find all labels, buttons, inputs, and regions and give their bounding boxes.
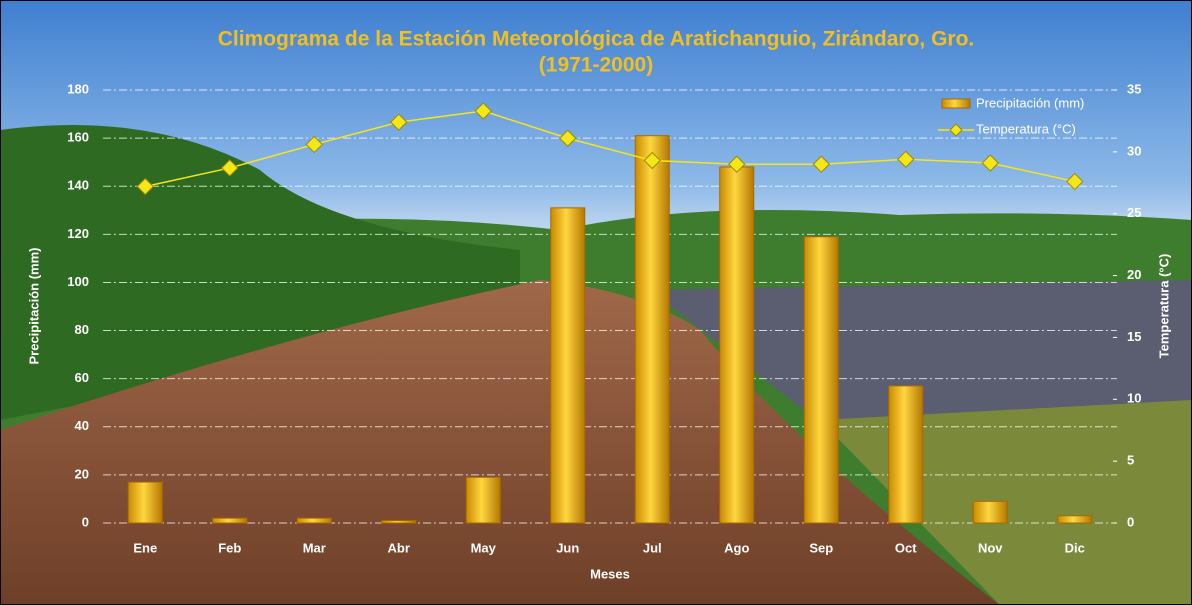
bar	[972, 500, 1008, 524]
y-tick-label: 100	[67, 274, 89, 289]
marker	[136, 177, 154, 196]
legend-label: Precipitación (mm)	[976, 95, 1084, 110]
y-tick-label: 140	[67, 178, 89, 193]
bar	[888, 385, 924, 524]
bar	[1057, 515, 1093, 524]
bar	[719, 166, 755, 524]
bar	[212, 517, 248, 524]
x-tick-label: Jul	[643, 540, 662, 555]
x-axis-label: Meses	[590, 566, 630, 581]
x-tick-label: Oct	[895, 540, 917, 555]
y2-tick-label: 0	[1127, 514, 1134, 529]
marker	[559, 129, 577, 147]
marker	[221, 159, 239, 177]
marker	[728, 155, 746, 173]
x-tick-label: Ago	[724, 540, 749, 555]
marker	[1066, 172, 1084, 191]
bar	[550, 207, 586, 524]
bar	[381, 520, 417, 524]
bar	[803, 236, 839, 524]
y-tick-label: 60	[75, 370, 89, 385]
chart-title: Climograma de la Estación Meteorológica …	[218, 28, 975, 51]
y-tick-label: 40	[75, 418, 89, 433]
y2-tick-label: 35	[1127, 81, 1141, 96]
marker	[897, 150, 915, 168]
marker	[390, 113, 408, 131]
marker	[305, 135, 323, 154]
x-tick-label: Sep	[809, 540, 833, 555]
bar	[465, 476, 501, 524]
x-tick-label: Dic	[1065, 540, 1085, 555]
legend-swatch	[941, 98, 971, 109]
y-tick-label: 20	[75, 466, 89, 481]
bar	[127, 481, 163, 524]
y-tick-label: 120	[67, 226, 89, 241]
legend-swatch	[949, 123, 963, 137]
y2-tick-label: 25	[1127, 205, 1141, 220]
chart-subtitle: (1971-2000)	[539, 54, 653, 77]
y-tick-label: 80	[75, 322, 89, 337]
marker	[981, 154, 999, 172]
legend-label: Temperatura (°C)	[976, 121, 1076, 136]
x-tick-label: Ene	[133, 540, 157, 555]
y-axis-label: Precipitación (mm)	[26, 247, 41, 364]
bar	[634, 135, 670, 524]
y2-tick-label: 5	[1127, 453, 1134, 468]
y2-tick-label: 30	[1127, 143, 1141, 158]
y-tick-label: 180	[67, 81, 89, 96]
y-tick-label: 0	[82, 514, 89, 529]
y2-tick-label: 15	[1127, 329, 1141, 344]
line	[145, 110, 1075, 188]
marker	[812, 155, 830, 173]
bar	[296, 517, 332, 524]
x-tick-label: Abr	[388, 540, 410, 555]
x-tick-label: May	[471, 540, 497, 555]
x-tick-label: Nov	[978, 540, 1003, 555]
y2-axis-label: Temperatura (°C)	[1156, 254, 1171, 359]
y2-tick-label: 10	[1127, 391, 1141, 406]
x-tick-label: Mar	[303, 540, 326, 555]
y2-tick-label: 20	[1127, 267, 1141, 282]
x-tick-label: Feb	[218, 540, 241, 555]
x-tick-label: Jun	[556, 540, 579, 555]
y-tick-label: 160	[67, 130, 89, 145]
marker	[474, 102, 492, 120]
marker	[643, 151, 661, 170]
